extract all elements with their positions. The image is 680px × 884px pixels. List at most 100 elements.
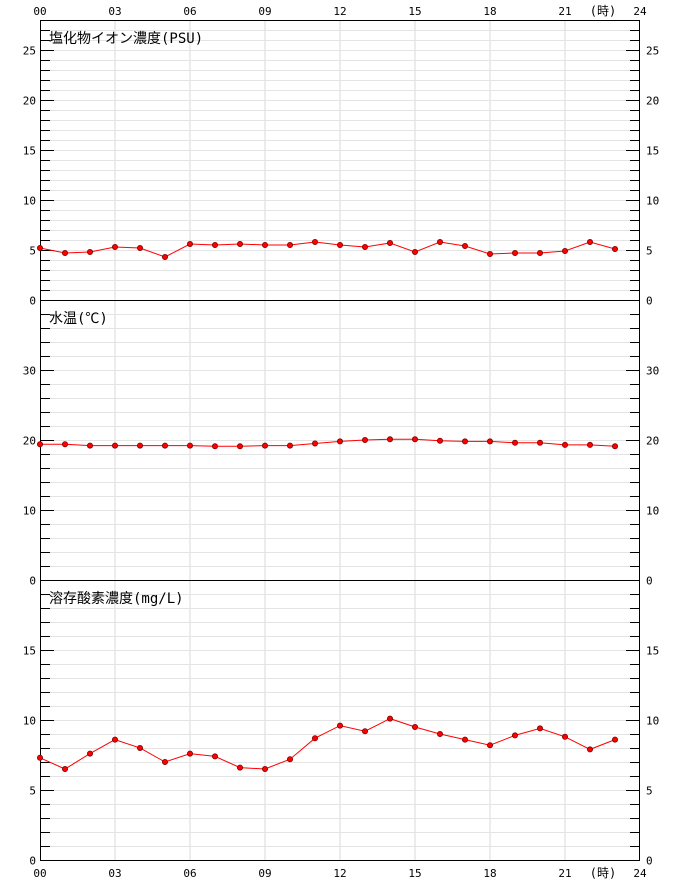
- data-point: [186, 750, 193, 757]
- data-point: [112, 736, 119, 743]
- data-point: [386, 715, 393, 722]
- data-point: [537, 725, 544, 732]
- time-tick-bottom-label: 15: [408, 867, 421, 880]
- data-point: [461, 242, 468, 249]
- y-tick-label-left: 5: [29, 785, 36, 798]
- data-point: [311, 440, 318, 447]
- data-point: [161, 253, 168, 260]
- data-point: [136, 244, 143, 251]
- y-tick-label-left: 0: [29, 575, 36, 588]
- time-tick-top-label: 18: [483, 5, 496, 18]
- data-point: [587, 441, 594, 448]
- y-tick-label-left: 0: [29, 295, 36, 308]
- data-point: [436, 731, 443, 738]
- data-point: [386, 436, 393, 443]
- time-tick-bottom-label: 09: [258, 867, 271, 880]
- data-point: [486, 438, 493, 445]
- data-point: [87, 750, 94, 757]
- data-point: [436, 437, 443, 444]
- data-point: [161, 759, 168, 766]
- data-point: [461, 438, 468, 445]
- panel-frame: [40, 580, 640, 861]
- y-tick-label-right: 10: [646, 195, 659, 208]
- data-point: [512, 249, 519, 256]
- time-tick-bottom-label: 06: [183, 867, 196, 880]
- series-line: [39, 718, 616, 770]
- data-point: [461, 736, 468, 743]
- data-point: [112, 442, 119, 449]
- y-tick-label-left: 5: [29, 245, 36, 258]
- time-tick-bottom-label: 12: [333, 867, 346, 880]
- data-point: [186, 442, 193, 449]
- data-point: [512, 732, 519, 739]
- data-point: [236, 240, 243, 247]
- time-tick-bottom-label: 03: [108, 867, 121, 880]
- y-tick-label-left: 0: [29, 855, 36, 868]
- time-tick-top-label: 03: [108, 5, 121, 18]
- time-tick-bottom-label: 18: [483, 867, 496, 880]
- data-point: [211, 753, 218, 760]
- y-tick-label-right: 5: [646, 245, 653, 258]
- time-unit-bottom-label: (時): [590, 866, 616, 880]
- data-point: [62, 249, 69, 256]
- y-tick-label-right: 20: [646, 95, 659, 108]
- data-point: [37, 441, 44, 448]
- data-point: [136, 745, 143, 752]
- data-point: [612, 245, 619, 252]
- data-point: [562, 441, 569, 448]
- y-tick-label-right: 20: [646, 435, 659, 448]
- y-tick-label-left: 10: [23, 505, 36, 518]
- time-tick-top-label: 09: [258, 5, 271, 18]
- data-point: [62, 441, 69, 448]
- data-point: [87, 442, 94, 449]
- data-point: [186, 240, 193, 247]
- time-tick-bottom-label: 24: [633, 867, 647, 880]
- data-point: [386, 239, 393, 246]
- data-point: [361, 728, 368, 735]
- data-point: [361, 243, 368, 250]
- data-point: [411, 436, 418, 443]
- y-tick-label-right: 15: [646, 645, 659, 658]
- data-point: [537, 249, 544, 256]
- data-point: [62, 766, 69, 773]
- y-tick-label-right: 0: [646, 855, 653, 868]
- series-line: [40, 438, 616, 447]
- y-tick-label-right: 30: [646, 365, 659, 378]
- y-tick-label-left: 10: [23, 715, 36, 728]
- data-point: [112, 243, 119, 250]
- data-point: [87, 248, 94, 255]
- data-point: [562, 247, 569, 254]
- data-point: [311, 238, 318, 245]
- time-tick-bottom-label: 00: [33, 867, 46, 880]
- data-point: [286, 241, 293, 248]
- y-tick-label-left: 20: [23, 95, 36, 108]
- time-tick-top-label: 00: [33, 5, 46, 18]
- y-tick-label-left: 20: [23, 435, 36, 448]
- data-point: [37, 244, 44, 251]
- y-tick-label-right: 10: [646, 505, 659, 518]
- data-point: [486, 742, 493, 749]
- data-point: [236, 764, 243, 771]
- y-tick-label-left: 25: [23, 45, 36, 58]
- data-point: [211, 443, 218, 450]
- y-tick-label-right: 25: [646, 45, 659, 58]
- y-tick-label-left: 30: [23, 365, 36, 378]
- y-tick-label-left: 15: [23, 145, 36, 158]
- data-point: [537, 439, 544, 446]
- data-point: [612, 736, 619, 743]
- data-point: [211, 241, 218, 248]
- data-point: [411, 724, 418, 731]
- time-tick-top-label: 06: [183, 5, 196, 18]
- data-point: [311, 735, 318, 742]
- panel-title: 塩化物イオン濃度(PSU): [49, 31, 203, 47]
- data-point: [161, 442, 168, 449]
- data-point: [261, 766, 268, 773]
- y-tick-label-left: 10: [23, 195, 36, 208]
- panel-title: 溶存酸素濃度(mg/L): [49, 591, 184, 607]
- time-tick-top-label: 12: [333, 5, 346, 18]
- data-point: [236, 443, 243, 450]
- time-tick-top-label: 15: [408, 5, 421, 18]
- y-tick-label-right: 10: [646, 715, 659, 728]
